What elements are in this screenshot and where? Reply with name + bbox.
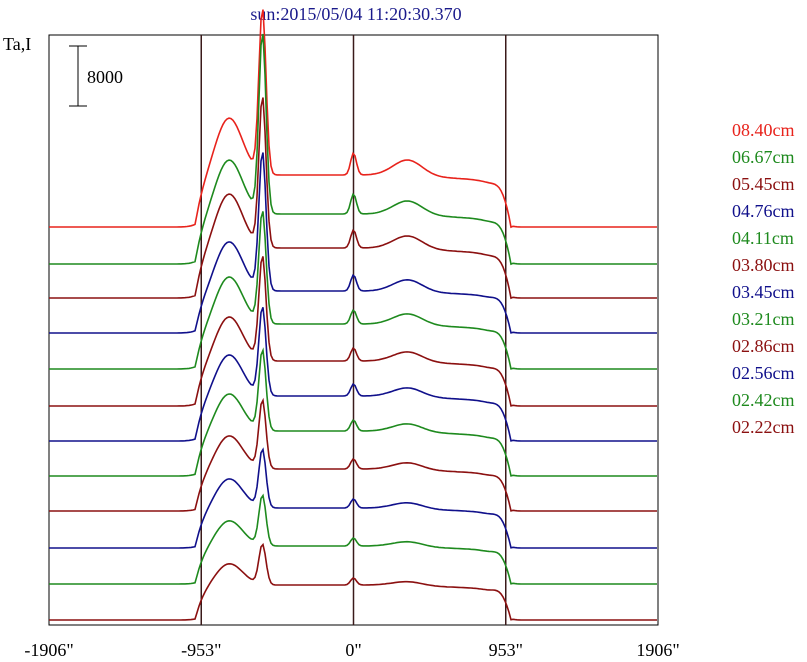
legend-entry-7: 03.21cm [732,309,795,329]
legend-entry-10: 02.42cm [732,390,795,410]
series-line-3 [49,152,657,334]
legend-entry-8: 02.86cm [732,336,795,356]
legend-entry-0: 08.40cm [732,120,795,140]
legend-entry-3: 04.76cm [732,201,795,221]
x-tick-label-0: -1906" [24,640,73,660]
chart-title: sun:2015/05/04 11:20:30.370 [250,4,461,24]
series-line-2 [49,97,657,300]
vertical-markers [200,35,507,625]
series-line-11 [49,542,657,621]
series-line-4 [49,211,657,370]
series-line-10 [49,493,657,585]
series-line-6 [49,307,657,442]
legend-entry-1: 06.67cm [732,147,795,167]
series-line-7 [49,347,657,477]
series-line-0 [49,9,657,229]
series-line-9 [49,447,657,549]
legend-entry-5: 03.80cm [732,255,795,275]
scale-bar: 8000 [69,45,123,107]
legend-entry-6: 03.45cm [732,282,795,302]
x-tick-label-2: 0" [345,640,361,660]
x-tick-label-4: 1906" [636,640,679,660]
series-line-5 [49,256,657,407]
y-axis-label: Ta,I [3,34,31,54]
legend-entry-11: 02.22cm [732,417,795,437]
x-tick-label-1: -953" [181,640,221,660]
scale-bar-label: 8000 [87,67,123,87]
series-line-8 [49,397,657,512]
legend-entry-2: 05.45cm [732,174,795,194]
legend-entry-4: 04.11cm [732,228,794,248]
legend: 08.40cm 06.67cm 05.45cm 04.76cm 04.11cm 03.80… [732,120,795,437]
x-tick-label-3: 953" [489,640,523,660]
x-tick-labels: -1906" -953" 0" 953" 1906" [24,640,679,660]
legend-entry-9: 02.56cm [732,363,795,383]
series-line-1 [49,33,657,266]
series-curves [49,9,657,621]
